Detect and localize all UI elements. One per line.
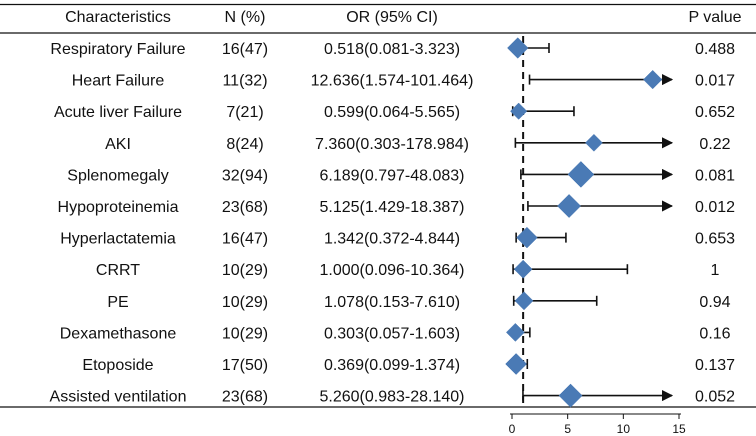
row-characteristic: PE [107,294,128,311]
row-p-value: 0.652 [695,104,735,121]
row-or-ci: 5.260(0.983-28.140) [320,389,465,406]
row-n-percent: 8(24) [226,136,263,153]
row-characteristic: Dexamethasone [60,325,177,342]
x-tick-label: 15 [672,422,686,436]
row-characteristic: Splenomegaly [67,167,168,184]
row-p-value: 0.081 [695,167,735,184]
row-or-ci: 0.369(0.099-1.374) [324,357,460,374]
row-p-value: 0.017 [695,73,735,90]
or-point-marker [585,133,603,152]
row-n-percent: 7(21) [226,104,263,121]
or-point-marker [643,69,663,90]
row-p-value: 0.16 [699,325,730,342]
or-point-marker [510,102,528,120]
row-characteristic: Etoposide [82,357,153,374]
row-or-ci: 1.078(0.153-7.610) [324,294,460,311]
row-n-percent: 10(29) [222,262,268,279]
or-point-marker [507,37,529,59]
or-point-marker [505,353,528,375]
forest-row: AKI 8(24) 7.360(0.303-178.984) 0.22 [105,133,731,153]
row-p-value: 0.012 [695,199,735,216]
row-or-ci: 0.599(0.064-5.565) [324,104,460,121]
forest-row: Heart Failure 11(32) 12.636(1.574-101.464)… [72,69,735,90]
row-n-percent: 10(29) [222,325,268,342]
row-characteristic: Assisted ventilation [50,389,187,406]
header-n: N (%) [225,9,266,26]
row-n-percent: 16(47) [222,231,268,248]
row-or-ci: 7.360(0.303-178.984) [315,136,469,153]
row-characteristic: CRRT [96,262,140,279]
row-n-percent: 17(50) [222,357,268,374]
row-p-value: 0.94 [699,294,730,311]
row-or-ci: 5.125(1.429-18.387) [320,199,465,216]
or-point-marker [513,259,533,279]
forest-row: Hypoproteinemia 23(68) 5.125(1.429-18.387)… [58,194,735,218]
forest-row: Dexamethasone 10(29) 0.303(0.057-1.603) 0.1… [60,323,731,342]
or-point-marker [558,383,583,408]
row-n-percent: 16(47) [222,41,268,58]
row-or-ci: 0.518(0.081-3.323) [324,41,460,58]
forest-row: Respiratory Failure 16(47) 0.518(0.081-3.3… [50,37,735,59]
row-p-value: 0.488 [695,41,735,58]
row-characteristic: Hypoproteinemia [58,199,179,216]
row-characteristic: Respiratory Failure [50,41,185,58]
row-n-percent: 23(68) [222,389,268,406]
row-or-ci: 1.342(0.372-4.844) [324,231,460,248]
x-tick-label: 0 [509,422,516,436]
header-characteristics: Characteristics [65,9,171,26]
forest-row: Assisted ventilation 23(68) 5.260(0.983-28… [50,383,735,408]
row-p-value: 0.653 [695,231,735,248]
forest-row: PE 10(29) 1.078(0.153-7.610) 0.94 [107,291,731,311]
row-n-percent: 11(32) [222,73,267,90]
forest-row: Acute liver Failure 7(21) 0.599(0.064-5.56… [54,102,735,121]
row-or-ci: 12.636(1.574-101.464) [311,73,474,90]
x-tick-label: 10 [617,422,631,436]
row-n-percent: 32(94) [222,167,268,184]
row-characteristic: Acute liver Failure [54,104,182,121]
forest-row: Splenomegaly 32(94) 6.189(0.797-48.083) 0.0… [67,161,735,188]
row-characteristic: Heart Failure [72,73,165,90]
row-p-value: 1 [711,262,720,279]
x-tick-label: 5 [564,422,571,436]
row-p-value: 0.137 [695,357,735,374]
row-characteristic: Hyperlactatemia [60,231,176,248]
or-point-marker [505,323,525,342]
row-n-percent: 23(68) [222,199,268,216]
forest-row: CRRT 10(29) 1.000(0.096-10.364) 1 [96,259,720,279]
row-p-value: 0.22 [699,136,730,153]
row-or-ci: 1.000(0.096-10.364) [320,262,465,279]
or-point-marker [567,161,595,188]
row-or-ci: 0.303(0.057-1.603) [324,325,460,342]
header-or: OR (95% CI) [346,9,438,26]
row-or-ci: 6.189(0.797-48.083) [320,167,465,184]
row-characteristic: AKI [105,136,131,153]
or-point-marker [557,194,582,218]
or-point-marker [516,226,538,249]
row-n-percent: 10(29) [222,294,268,311]
row-p-value: 0.052 [695,389,735,406]
or-point-marker [514,291,534,311]
forest-row: Etoposide 17(50) 0.369(0.099-1.374) 0.137 [82,353,735,375]
forest-row: Hyperlactatemia 16(47) 1.342(0.372-4.844) 0… [60,226,735,249]
header-p-value: P value [688,9,741,26]
